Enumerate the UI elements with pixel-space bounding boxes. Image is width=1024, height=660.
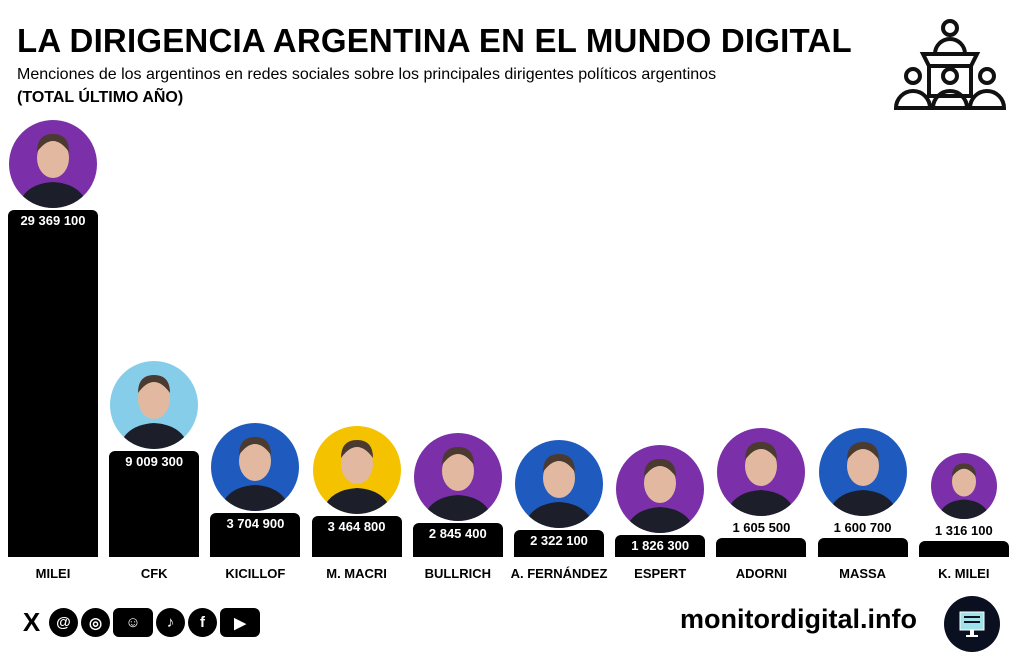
monitor-logo-icon [944,596,1000,652]
value-label: 2 322 100 [530,532,588,548]
value-label: 3 464 800 [327,519,386,535]
audience-speaker-icon [893,19,1007,110]
facebook-icon[interactable]: f [188,608,217,637]
subtitle: Menciones de los argentinos en redes soc… [17,66,717,83]
politician-photo [312,426,401,515]
politician-photo [717,428,806,517]
politician-photo [110,360,199,449]
page-title: LA DIRIGENCIA ARGENTINA EN EL MUNDO DIGI… [17,22,852,59]
category-label: MILEI [35,566,71,581]
bar: 2 322 100 [514,529,604,557]
value-label: 2 845 400 [428,526,487,542]
threads-icon[interactable]: @ [49,608,78,637]
bar: 1 605 500 [716,520,807,557]
category-label: ESPERT [634,566,687,581]
bar: 1 316 100 [918,523,1009,557]
politician-photo [818,428,907,517]
bar: 9 009 300 [109,450,200,557]
bar: 2 845 400 [412,523,503,557]
bar: 1 826 300 [615,535,706,557]
value-label: 1 600 700 [833,520,892,536]
category-label: KICILLOF [225,566,286,581]
politician-photo [930,453,997,519]
category-label: BULLRICH [424,566,492,581]
category-label: MASSA [839,566,887,581]
politician-photo [9,120,97,208]
value-label: 1 605 500 [732,520,791,536]
reddit-icon[interactable]: ☺ [113,608,153,637]
social-icons: X @ ◎ ☺ ♪ f ▶ [17,607,260,637]
category-label: M. MACRI [326,566,387,581]
politician-photo [413,433,502,522]
site-name[interactable]: monitordigital.info [680,604,917,634]
value-label: 9 009 300 [125,453,184,469]
bar: 29 369 100 [8,210,98,557]
x-icon[interactable]: X [17,607,46,637]
politician-photo [616,445,705,534]
bar-chart: 29 369 100 MILEI 9 009 300 CFK 3 704 900 KICI… [8,120,1009,581]
bar: 1 600 700 [817,520,908,557]
bar: 3 464 800 [311,516,402,557]
tiktok-icon[interactable]: ♪ [156,608,185,637]
category-label: A. FERNÁNDEZ [510,566,608,581]
youtube-icon[interactable]: ▶ [220,608,260,637]
category-label: ADORNI [735,566,788,581]
category-label: CFK [140,566,168,581]
instagram-icon[interactable]: ◎ [81,608,110,637]
politician-photo [211,423,300,512]
bar: 3 704 900 [210,513,301,557]
value-label: 29 369 100 [20,213,86,228]
value-label: 1 826 300 [631,538,690,554]
value-label: 3 704 900 [226,516,285,532]
period-note: (TOTAL ÚLTIMO AÑO) [17,89,184,106]
value-label: 1 316 100 [934,523,993,538]
politician-photo [515,439,603,528]
category-label: K. MILEI [938,566,990,581]
